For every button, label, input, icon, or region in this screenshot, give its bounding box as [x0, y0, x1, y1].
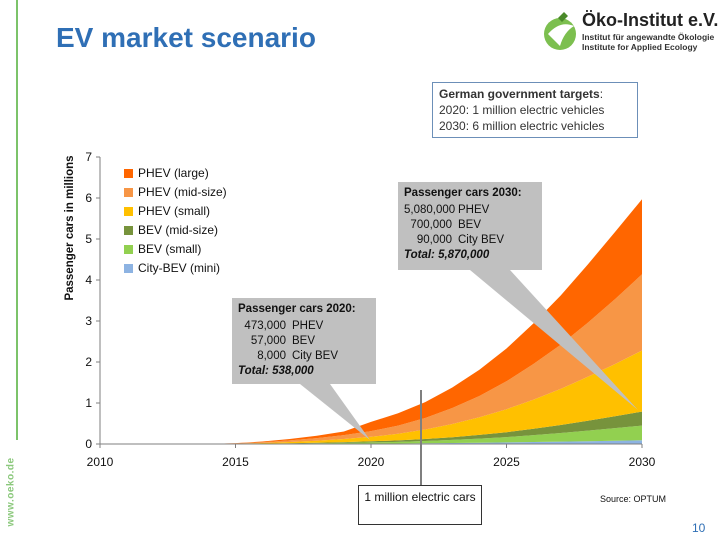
legend-item: PHEV (large)	[124, 164, 227, 183]
x-tick-label: 2025	[493, 455, 520, 469]
chart-legend: PHEV (large) PHEV (mid-size) PHEV (small) B…	[124, 164, 227, 278]
area-series-phev-mid-size	[208, 274, 642, 444]
legend-item: PHEV (mid-size)	[124, 183, 227, 202]
legend-swatch	[124, 245, 133, 254]
callout-2030-bev-label: BEV	[458, 219, 482, 231]
legend-label: City-BEV (mini)	[138, 261, 221, 275]
targets-heading: German government targets	[439, 87, 600, 101]
area-series-bev-mid-size	[208, 411, 642, 444]
y-tick-label: 1	[85, 396, 92, 410]
callout-2020-bev-label: BEV	[292, 335, 316, 347]
x-tick-label: 2030	[629, 455, 656, 469]
legend-item: PHEV (small)	[124, 202, 227, 221]
area-series-bev-small	[208, 425, 642, 444]
callout-2030-title: Passenger cars 2030:	[404, 187, 522, 199]
government-targets-box: German government targets: 2020: 1 milli…	[432, 82, 638, 138]
legend-item: City-BEV (mini)	[124, 259, 227, 278]
targets-line-2030: 2030: 6 million electric vehicles	[439, 119, 605, 133]
x-tick-label: 2015	[222, 455, 249, 469]
logo-subtitle-de: Institut für angewandte Ökologie	[582, 32, 715, 42]
sidebar-line	[16, 0, 18, 440]
legend-swatch	[124, 188, 133, 197]
callout-2020-phev-value: 473,000	[244, 320, 286, 332]
legend-swatch	[124, 207, 133, 216]
logo-name: Öko-Institut e.V.	[582, 10, 719, 30]
legend-label: BEV (small)	[138, 242, 202, 256]
callout-2020-phev-label: PHEV	[292, 320, 324, 332]
callout-2020-pointer	[300, 384, 370, 440]
callout-2030-phev-value: 5,080,000	[404, 204, 456, 216]
callout-2030-citybev-value: 90,000	[416, 234, 452, 246]
callout-2030: Passenger cars 2030: 5,080,000 PHEV 700,0…	[398, 182, 542, 270]
callout-2020: Passenger cars 2020: 473,000 PHEV 57,000 B…	[232, 298, 376, 384]
y-tick-label: 3	[85, 314, 92, 328]
callout-2030-phev-label: PHEV	[458, 204, 490, 216]
x-tick-label: 2010	[87, 455, 114, 469]
legend-item: BEV (small)	[124, 240, 227, 259]
callout-2020-citybev-label: City BEV	[292, 350, 339, 362]
callout-2020-citybev-value: 8,000	[257, 350, 286, 362]
callout-2030-row-citybev: 90,000 City BEV	[404, 233, 536, 248]
y-tick-label: 5	[85, 232, 92, 246]
targets-heading-colon: :	[599, 87, 604, 101]
source-note: Source: OPTUM	[600, 494, 667, 504]
callout-2030-row-phev: 5,080,000 PHEV	[404, 203, 536, 218]
page-number: 10	[692, 521, 706, 535]
y-tick-label: 7	[85, 150, 92, 164]
million-cars-box: 1 million electric cars	[358, 485, 482, 525]
y-axis-label: Passenger cars in millions	[64, 155, 76, 301]
legend-swatch	[124, 169, 133, 178]
callout-2020-row-bev: 57,000 BEV	[238, 334, 370, 349]
sidebar-strip: www.oeko.de	[0, 0, 22, 546]
callout-2020-bev-value: 57,000	[250, 335, 286, 347]
targets-line-2020: 2020: 1 million electric vehicles	[439, 103, 605, 117]
callout-2020-row-phev: 473,000 PHEV	[238, 319, 370, 334]
callout-2030-row-bev: 700,000 BEV	[404, 218, 536, 233]
callout-2020-total: Total: 538,000	[238, 365, 314, 377]
y-tick-label: 4	[85, 273, 92, 287]
x-tick-label: 2020	[358, 455, 385, 469]
callout-2030-bev-value: 700,000	[410, 219, 452, 231]
legend-label: PHEV (mid-size)	[138, 185, 227, 199]
callout-2020-title: Passenger cars 2020:	[238, 303, 356, 315]
callout-2020-row-citybev: 8,000 City BEV	[238, 349, 370, 364]
y-tick-label: 0	[85, 437, 92, 451]
area-series-city-bev-mini	[208, 440, 642, 444]
y-tick-label: 6	[85, 191, 92, 205]
legend-swatch	[124, 226, 133, 235]
y-tick-label: 2	[85, 355, 92, 369]
logo-subtitle-en: Institute for Applied Ecology	[582, 42, 698, 52]
legend-item: BEV (mid-size)	[124, 221, 227, 240]
oeko-leaf-icon	[544, 12, 576, 50]
callout-2030-citybev-label: City BEV	[458, 234, 505, 246]
legend-label: PHEV (small)	[138, 204, 211, 218]
callout-2030-total: Total: 5,870,000	[404, 249, 490, 261]
legend-label: PHEV (large)	[138, 166, 209, 180]
oeko-institut-logo: Öko-Institut e.V. Institut für angewandt…	[540, 10, 720, 58]
area-series-phev-small	[208, 350, 642, 444]
callout-2030-pointer	[470, 270, 638, 410]
legend-label: BEV (mid-size)	[138, 223, 219, 237]
slide-title: EV market scenario	[56, 22, 316, 53]
legend-swatch	[124, 264, 133, 273]
